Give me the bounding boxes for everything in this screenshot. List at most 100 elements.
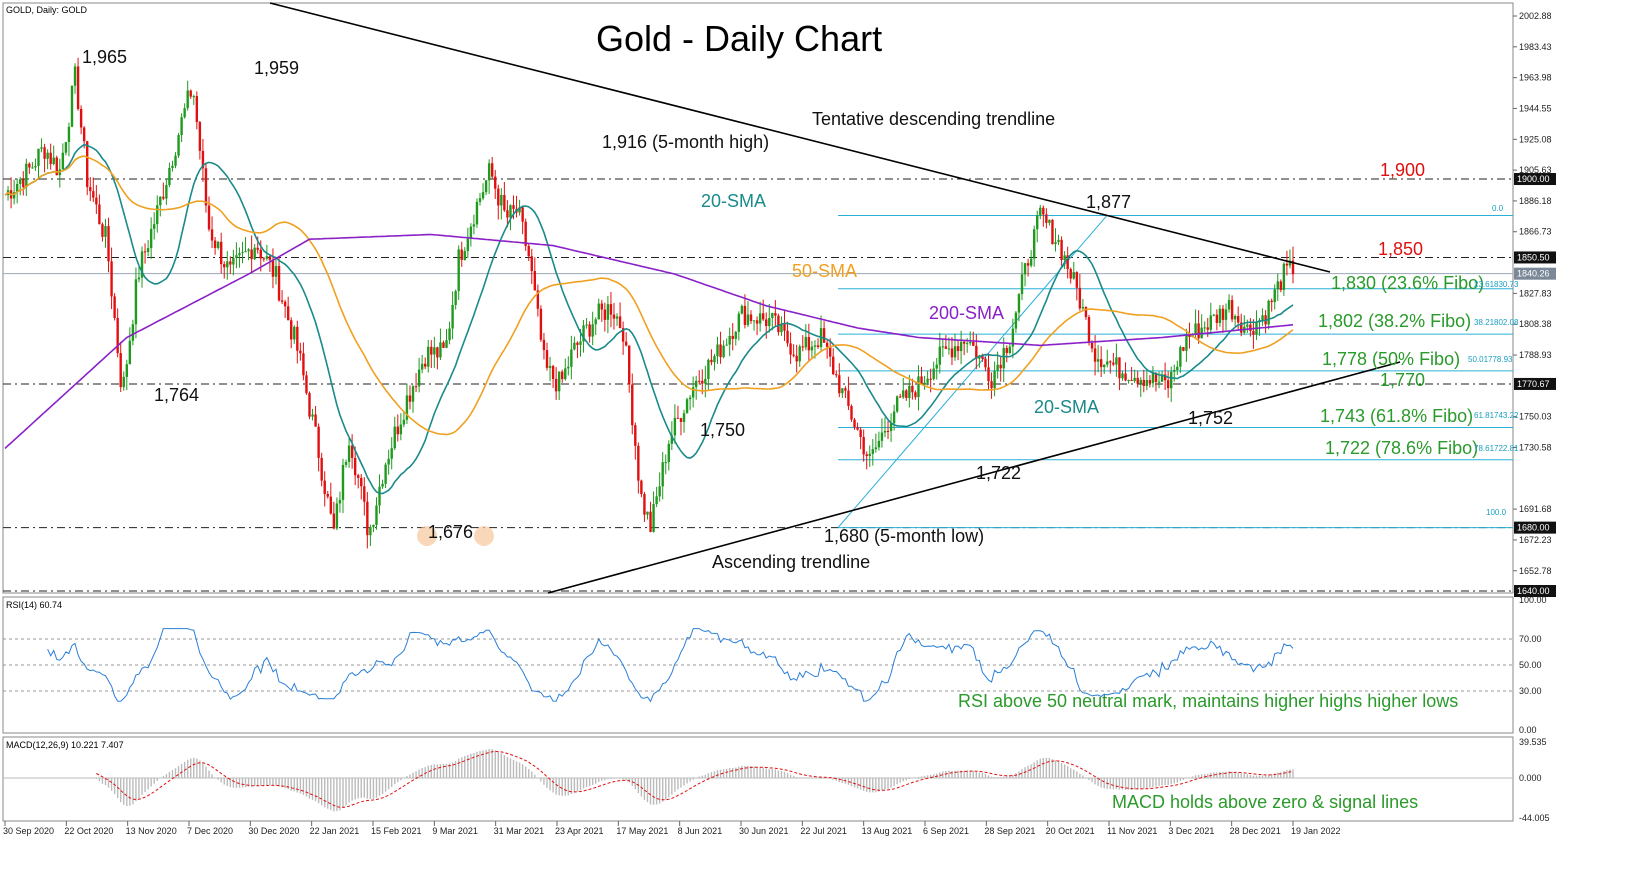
candle-body xyxy=(262,258,266,260)
candle-body xyxy=(503,195,506,211)
candle-body xyxy=(1188,334,1191,338)
candle-body xyxy=(576,342,579,345)
candle-body xyxy=(579,341,582,345)
candle-body xyxy=(1069,269,1072,279)
level-price-label: 1770.67 xyxy=(1517,379,1550,389)
macd-tick-label: 39.535 xyxy=(1519,737,1547,747)
level-price-box xyxy=(1514,251,1556,264)
candle-body xyxy=(548,366,552,368)
candle-body xyxy=(469,226,473,239)
candle-body xyxy=(935,364,938,369)
candle-body xyxy=(168,167,171,186)
candle-body xyxy=(530,256,533,272)
candle-body xyxy=(524,221,527,246)
candle-body xyxy=(1203,327,1206,329)
candle-body xyxy=(70,85,74,127)
x-tick-label: 6 Sep 2021 xyxy=(923,826,969,836)
candle-body xyxy=(798,346,801,362)
candle-body xyxy=(1224,309,1228,320)
x-tick-label: 9 Mar 2021 xyxy=(432,826,478,836)
candle-body xyxy=(1023,263,1027,275)
candle-body xyxy=(216,241,220,248)
candle-body xyxy=(414,386,418,388)
candle-body xyxy=(1087,317,1091,343)
candle-body xyxy=(110,261,113,297)
fib-382-small: 38.21802.08 xyxy=(1474,318,1519,327)
candle-body xyxy=(856,427,859,430)
candle-body xyxy=(280,300,284,302)
candle-body xyxy=(688,397,692,400)
x-tick-label: 23 Apr 2021 xyxy=(555,826,604,836)
candle-body xyxy=(189,90,192,97)
candle-body xyxy=(116,317,119,354)
candle-body xyxy=(713,356,716,363)
candle-body xyxy=(597,303,600,320)
candle-body xyxy=(1261,315,1264,321)
candle-body xyxy=(953,346,957,358)
candle-body xyxy=(789,343,792,355)
candle-body xyxy=(634,425,637,446)
candle-body xyxy=(932,368,935,380)
x-tick-label: 20 Oct 2021 xyxy=(1046,826,1095,836)
candle-body xyxy=(567,366,570,369)
candle-body xyxy=(1163,374,1167,381)
candle-body xyxy=(1276,281,1279,290)
candle-body xyxy=(478,198,482,202)
candle-body xyxy=(783,323,786,331)
candle-body xyxy=(1221,308,1225,320)
candle-body xyxy=(140,251,144,278)
level-price-label: 1850.50 xyxy=(1517,252,1550,262)
main-levels: 1900.00 1850.50 1840.26 1770.67 1680.00 1640.… xyxy=(3,173,1556,598)
candle-body xyxy=(22,179,25,188)
candle-body xyxy=(445,340,448,348)
level-1900-label: 1,900 xyxy=(1380,160,1425,180)
macd-header: MACD(12,26,9) 10.221 7.407 xyxy=(6,740,124,750)
y-tick-label: 1886.18 xyxy=(1519,196,1552,206)
candle-body xyxy=(786,330,789,344)
candle-body xyxy=(1063,255,1066,261)
candle-body xyxy=(360,477,363,487)
candle-body xyxy=(1072,272,1075,279)
candle-body xyxy=(241,252,244,254)
candle-body xyxy=(600,303,604,310)
candle-body xyxy=(719,344,722,358)
rsi-header: RSI(14) 60.74 xyxy=(6,600,62,610)
candle-body xyxy=(1060,239,1063,261)
candle-body xyxy=(229,261,232,265)
candle-body xyxy=(698,380,701,382)
candle-body xyxy=(448,328,451,341)
candle-body xyxy=(1246,324,1249,327)
candle-body xyxy=(1066,255,1069,270)
candle-body xyxy=(1136,377,1139,384)
candle-body xyxy=(652,504,655,532)
sma-line-20-sma xyxy=(4,143,1294,495)
candle-body xyxy=(183,108,186,118)
candle-body xyxy=(293,326,296,340)
candle-body xyxy=(1115,357,1118,365)
y-tick-label: 1983.43 xyxy=(1519,42,1552,52)
candle-body xyxy=(728,335,731,345)
candle-body xyxy=(1166,380,1170,389)
candle-body xyxy=(899,396,902,398)
candle-body xyxy=(512,205,515,209)
candle-body xyxy=(804,337,808,348)
candle-body xyxy=(612,314,616,319)
candle-body xyxy=(655,496,658,505)
candle-body xyxy=(402,419,406,425)
candle-body xyxy=(725,344,728,346)
candle-body xyxy=(908,385,911,399)
candle-body xyxy=(1090,342,1094,349)
candle-body xyxy=(210,229,214,241)
candle-body xyxy=(570,349,573,367)
candle-body xyxy=(417,369,421,387)
candle-body xyxy=(628,345,631,385)
candle-body xyxy=(149,228,153,249)
candle-body xyxy=(1048,219,1051,223)
sma50-label: 50-SMA xyxy=(792,261,857,281)
candle-body xyxy=(454,291,457,305)
x-tick-label: 3 Dec 2021 xyxy=(1168,826,1214,836)
candle-body xyxy=(128,340,132,365)
candle-body xyxy=(369,527,372,536)
candle-body xyxy=(384,464,387,484)
candle-body xyxy=(865,454,868,456)
